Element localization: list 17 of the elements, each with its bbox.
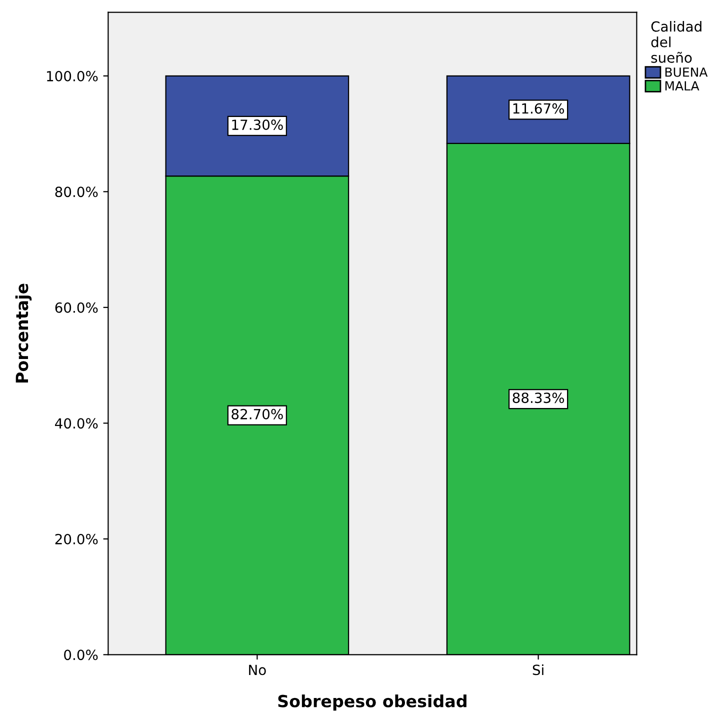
data-label: 82.70% [232, 408, 283, 420]
data-label: 11.67% [513, 103, 564, 114]
y-tick-label: 60.0% [55, 302, 98, 313]
y-tick-label: 100.0% [47, 70, 98, 82]
y-tick-label: 80.0% [55, 186, 98, 198]
y-tick-label: 40.0% [55, 418, 98, 429]
data-label: 17.30% [232, 120, 283, 130]
legend-label: MALA [665, 81, 700, 90]
x-tick-label: Si [532, 664, 544, 676]
y-axis-title: Porcentaje [15, 284, 32, 383]
legend-label: BUENA [665, 68, 708, 77]
y-tick-label: 0.0% [64, 650, 98, 660]
x-axis-title: Sobrepeso obesidad [278, 694, 466, 711]
data-label: 88.33% [512, 392, 564, 404]
y-tick-label: 20.0% [55, 534, 98, 544]
legend-title: Calidad del sueño [651, 21, 702, 63]
x-tick-label: No [249, 664, 266, 676]
